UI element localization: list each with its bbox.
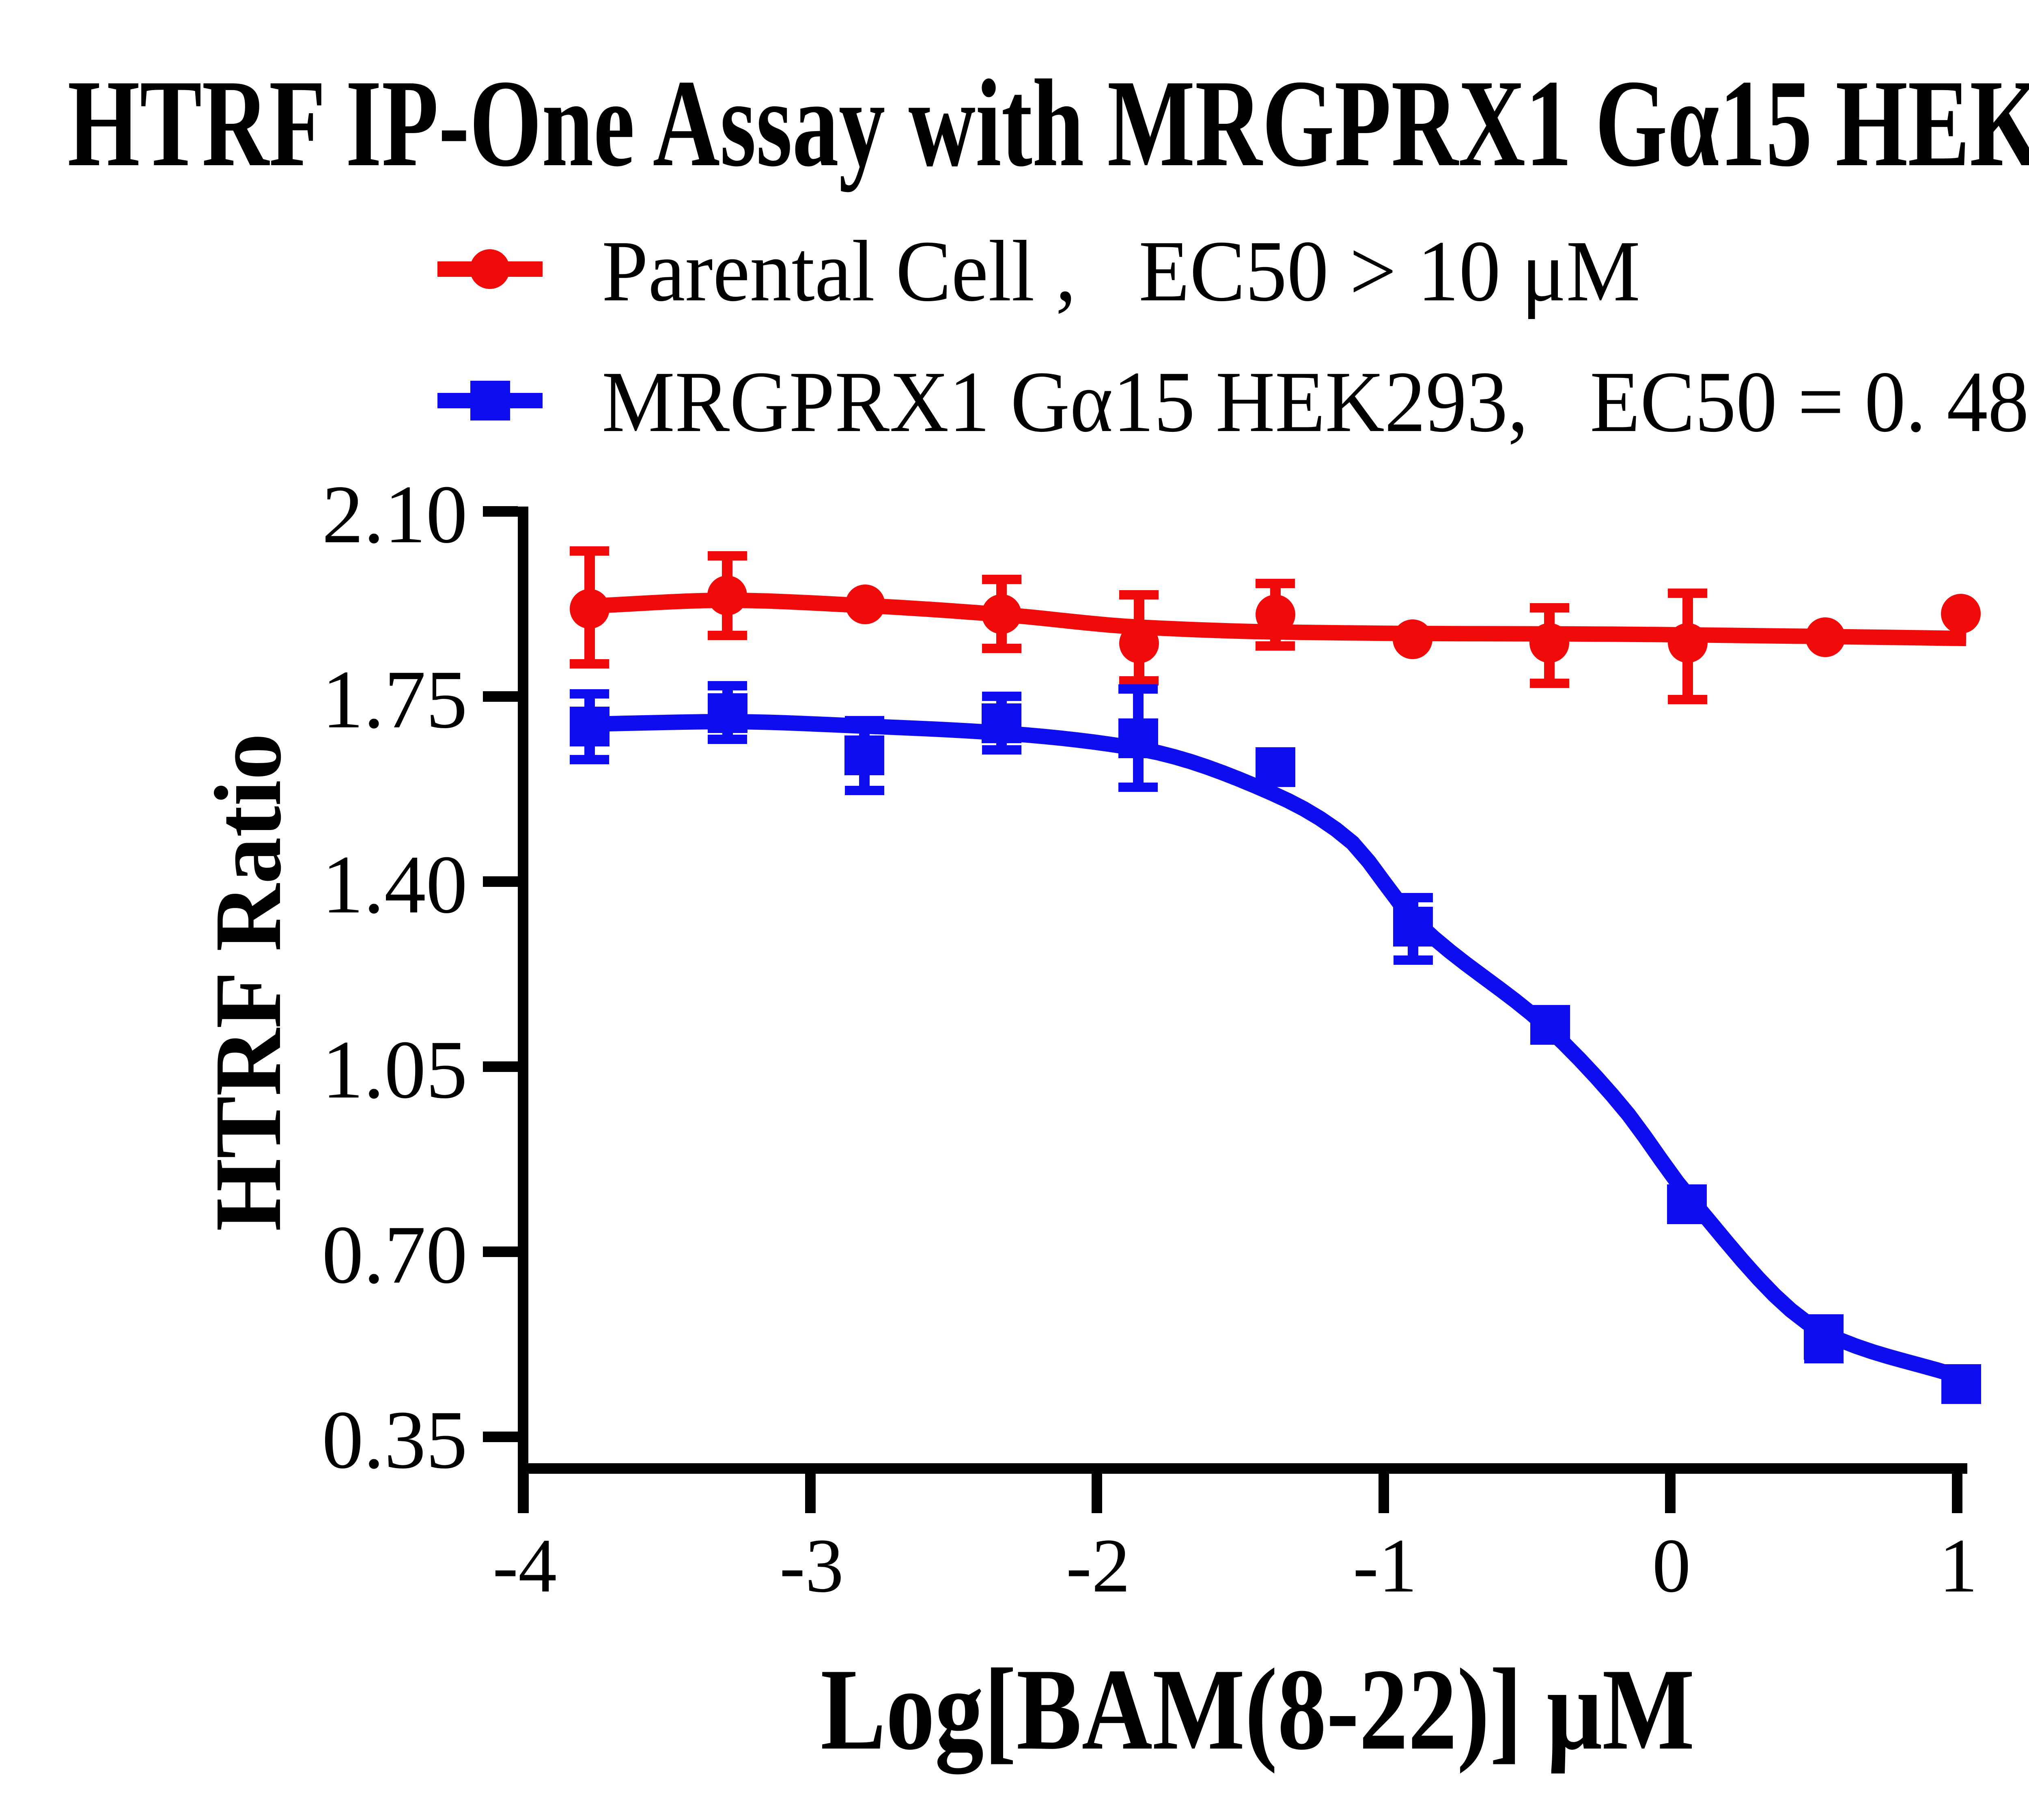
svg-text:-4: -4 — [493, 1523, 557, 1609]
svg-text:1: 1 — [1939, 1523, 1978, 1609]
svg-text:0: 0 — [1652, 1523, 1691, 1609]
svg-text:0.35: 0.35 — [322, 1394, 467, 1486]
svg-text:Log[BAM(8-22)] μM: Log[BAM(8-22)] μM — [821, 1645, 1695, 1776]
svg-text:-1: -1 — [1353, 1523, 1417, 1609]
svg-text:2.10: 2.10 — [322, 468, 467, 561]
svg-text:-2: -2 — [1066, 1523, 1130, 1609]
svg-text:-3: -3 — [780, 1523, 844, 1609]
svg-text:Parental Cell , EC50 > 10 μM: Parental Cell , EC50 > 10 μM — [602, 222, 1640, 319]
svg-text:1.05: 1.05 — [322, 1024, 467, 1116]
svg-text:1.40: 1.40 — [322, 839, 467, 931]
svg-text:HTRF IP-One Assay with MRGPRX1: HTRF IP-One Assay with MRGPRX1 Gα15 HEK2… — [68, 54, 2029, 192]
svg-text:MRGPRX1 Gα15 HEK293, EC50 =: MRGPRX1 Gα15 HEK293, EC50 = 0. 48 μM — [602, 353, 2029, 450]
svg-text:HTRF Ratio: HTRF Ratio — [195, 733, 301, 1231]
svg-text:0.70: 0.70 — [322, 1209, 467, 1301]
svg-text:1.75: 1.75 — [322, 653, 467, 746]
